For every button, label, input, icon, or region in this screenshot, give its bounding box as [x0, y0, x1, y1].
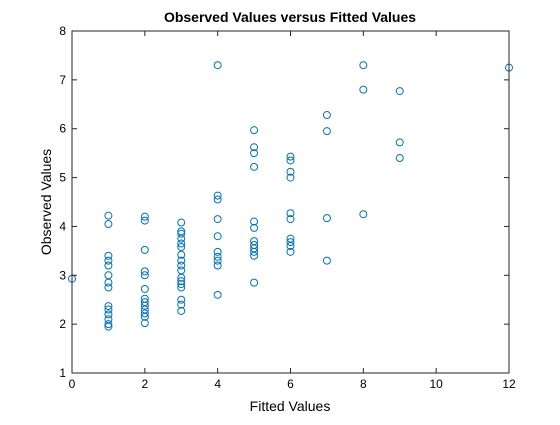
- data-point: [213, 61, 222, 70]
- y-tick-label: 7: [59, 73, 66, 87]
- data-point: [213, 261, 222, 270]
- data-point: [177, 306, 186, 315]
- data-point: [286, 209, 295, 218]
- data-point: [250, 247, 259, 256]
- data-point: [104, 310, 113, 319]
- data-point: [395, 87, 404, 96]
- y-tick-label: 5: [59, 171, 66, 185]
- data-point: [286, 152, 295, 161]
- x-tick-label: 12: [502, 377, 516, 391]
- data-point: [286, 173, 295, 182]
- data-point: [286, 167, 295, 176]
- data-point: [104, 256, 113, 265]
- data-point: [213, 191, 222, 200]
- data-point: [104, 219, 113, 228]
- data-point: [359, 61, 368, 70]
- x-tick-label: 4: [214, 377, 221, 391]
- data-point: [250, 251, 259, 260]
- x-tick-label: 6: [287, 377, 294, 391]
- data-point: [395, 154, 404, 163]
- data-point: [286, 247, 295, 256]
- data-point: [250, 162, 259, 171]
- data-point: [177, 256, 186, 265]
- data-point: [359, 85, 368, 94]
- data-point: [140, 319, 149, 328]
- data-point: [104, 251, 113, 260]
- data-point: [104, 278, 113, 287]
- y-axis-label: Observed Values: [38, 149, 54, 255]
- data-point: [177, 280, 186, 289]
- data-point: [140, 301, 149, 310]
- data-point: [250, 143, 259, 152]
- chart-title: Observed Values versus Fitted Values: [164, 9, 416, 25]
- data-point: [177, 273, 186, 282]
- x-tick-label: 2: [141, 377, 148, 391]
- data-point: [177, 218, 186, 227]
- data-point: [250, 278, 259, 287]
- x-axis-ticks: 0 2 4 6 8 10 12: [69, 31, 516, 391]
- x-axis-label: Fitted Values: [250, 398, 331, 414]
- data-point: [177, 295, 186, 304]
- y-tick-label: 6: [59, 122, 66, 136]
- data-point: [104, 302, 113, 311]
- y-tick-label: 2: [59, 317, 66, 331]
- data-point: [250, 223, 259, 232]
- plot-area: [72, 31, 509, 373]
- data-point: [213, 232, 222, 241]
- data-point: [250, 126, 259, 135]
- data-point: [213, 215, 222, 224]
- data-point: [177, 261, 186, 270]
- data-point: [177, 234, 186, 243]
- x-tick-label: 8: [360, 377, 367, 391]
- data-point: [177, 250, 186, 259]
- data-point: [104, 305, 113, 314]
- x-tick-label: 0: [69, 377, 76, 391]
- data-point: [104, 322, 113, 331]
- data-point: [213, 256, 222, 265]
- data-point: [104, 283, 113, 292]
- data-point: [177, 277, 186, 286]
- data-point: [140, 267, 149, 276]
- y-tick-label: 8: [59, 24, 66, 38]
- data-point: [140, 309, 149, 318]
- y-tick-label: 3: [59, 268, 66, 282]
- data-point: [177, 283, 186, 292]
- data-point: [177, 229, 186, 238]
- data-point: [140, 271, 149, 280]
- data-point: [213, 252, 222, 261]
- data-point: [177, 242, 186, 251]
- data-points: [68, 61, 513, 331]
- data-point: [286, 215, 295, 224]
- x-tick-label: 10: [429, 377, 443, 391]
- data-point: [322, 214, 331, 223]
- data-point: [213, 195, 222, 204]
- data-point: [250, 149, 259, 158]
- data-point: [322, 111, 331, 120]
- data-point: [177, 239, 186, 248]
- data-point: [104, 211, 113, 220]
- y-axis-ticks: 1 2 3 4 5 6 7 8: [59, 24, 509, 380]
- data-point: [140, 284, 149, 293]
- data-point: [322, 127, 331, 136]
- data-point: [286, 241, 295, 250]
- data-point: [359, 210, 368, 219]
- data-point: [286, 238, 295, 247]
- data-point: [250, 217, 259, 226]
- data-point: [286, 156, 295, 165]
- data-point: [104, 320, 113, 329]
- y-tick-label: 4: [59, 219, 66, 233]
- data-point: [213, 290, 222, 299]
- data-point: [104, 261, 113, 270]
- data-point: [140, 245, 149, 254]
- y-tick-label: 1: [59, 366, 66, 380]
- data-point: [322, 256, 331, 265]
- data-point: [177, 300, 186, 309]
- data-point: [395, 138, 404, 147]
- data-point: [140, 212, 149, 221]
- data-point: [213, 247, 222, 256]
- data-point: [140, 312, 149, 321]
- data-point: [140, 216, 149, 225]
